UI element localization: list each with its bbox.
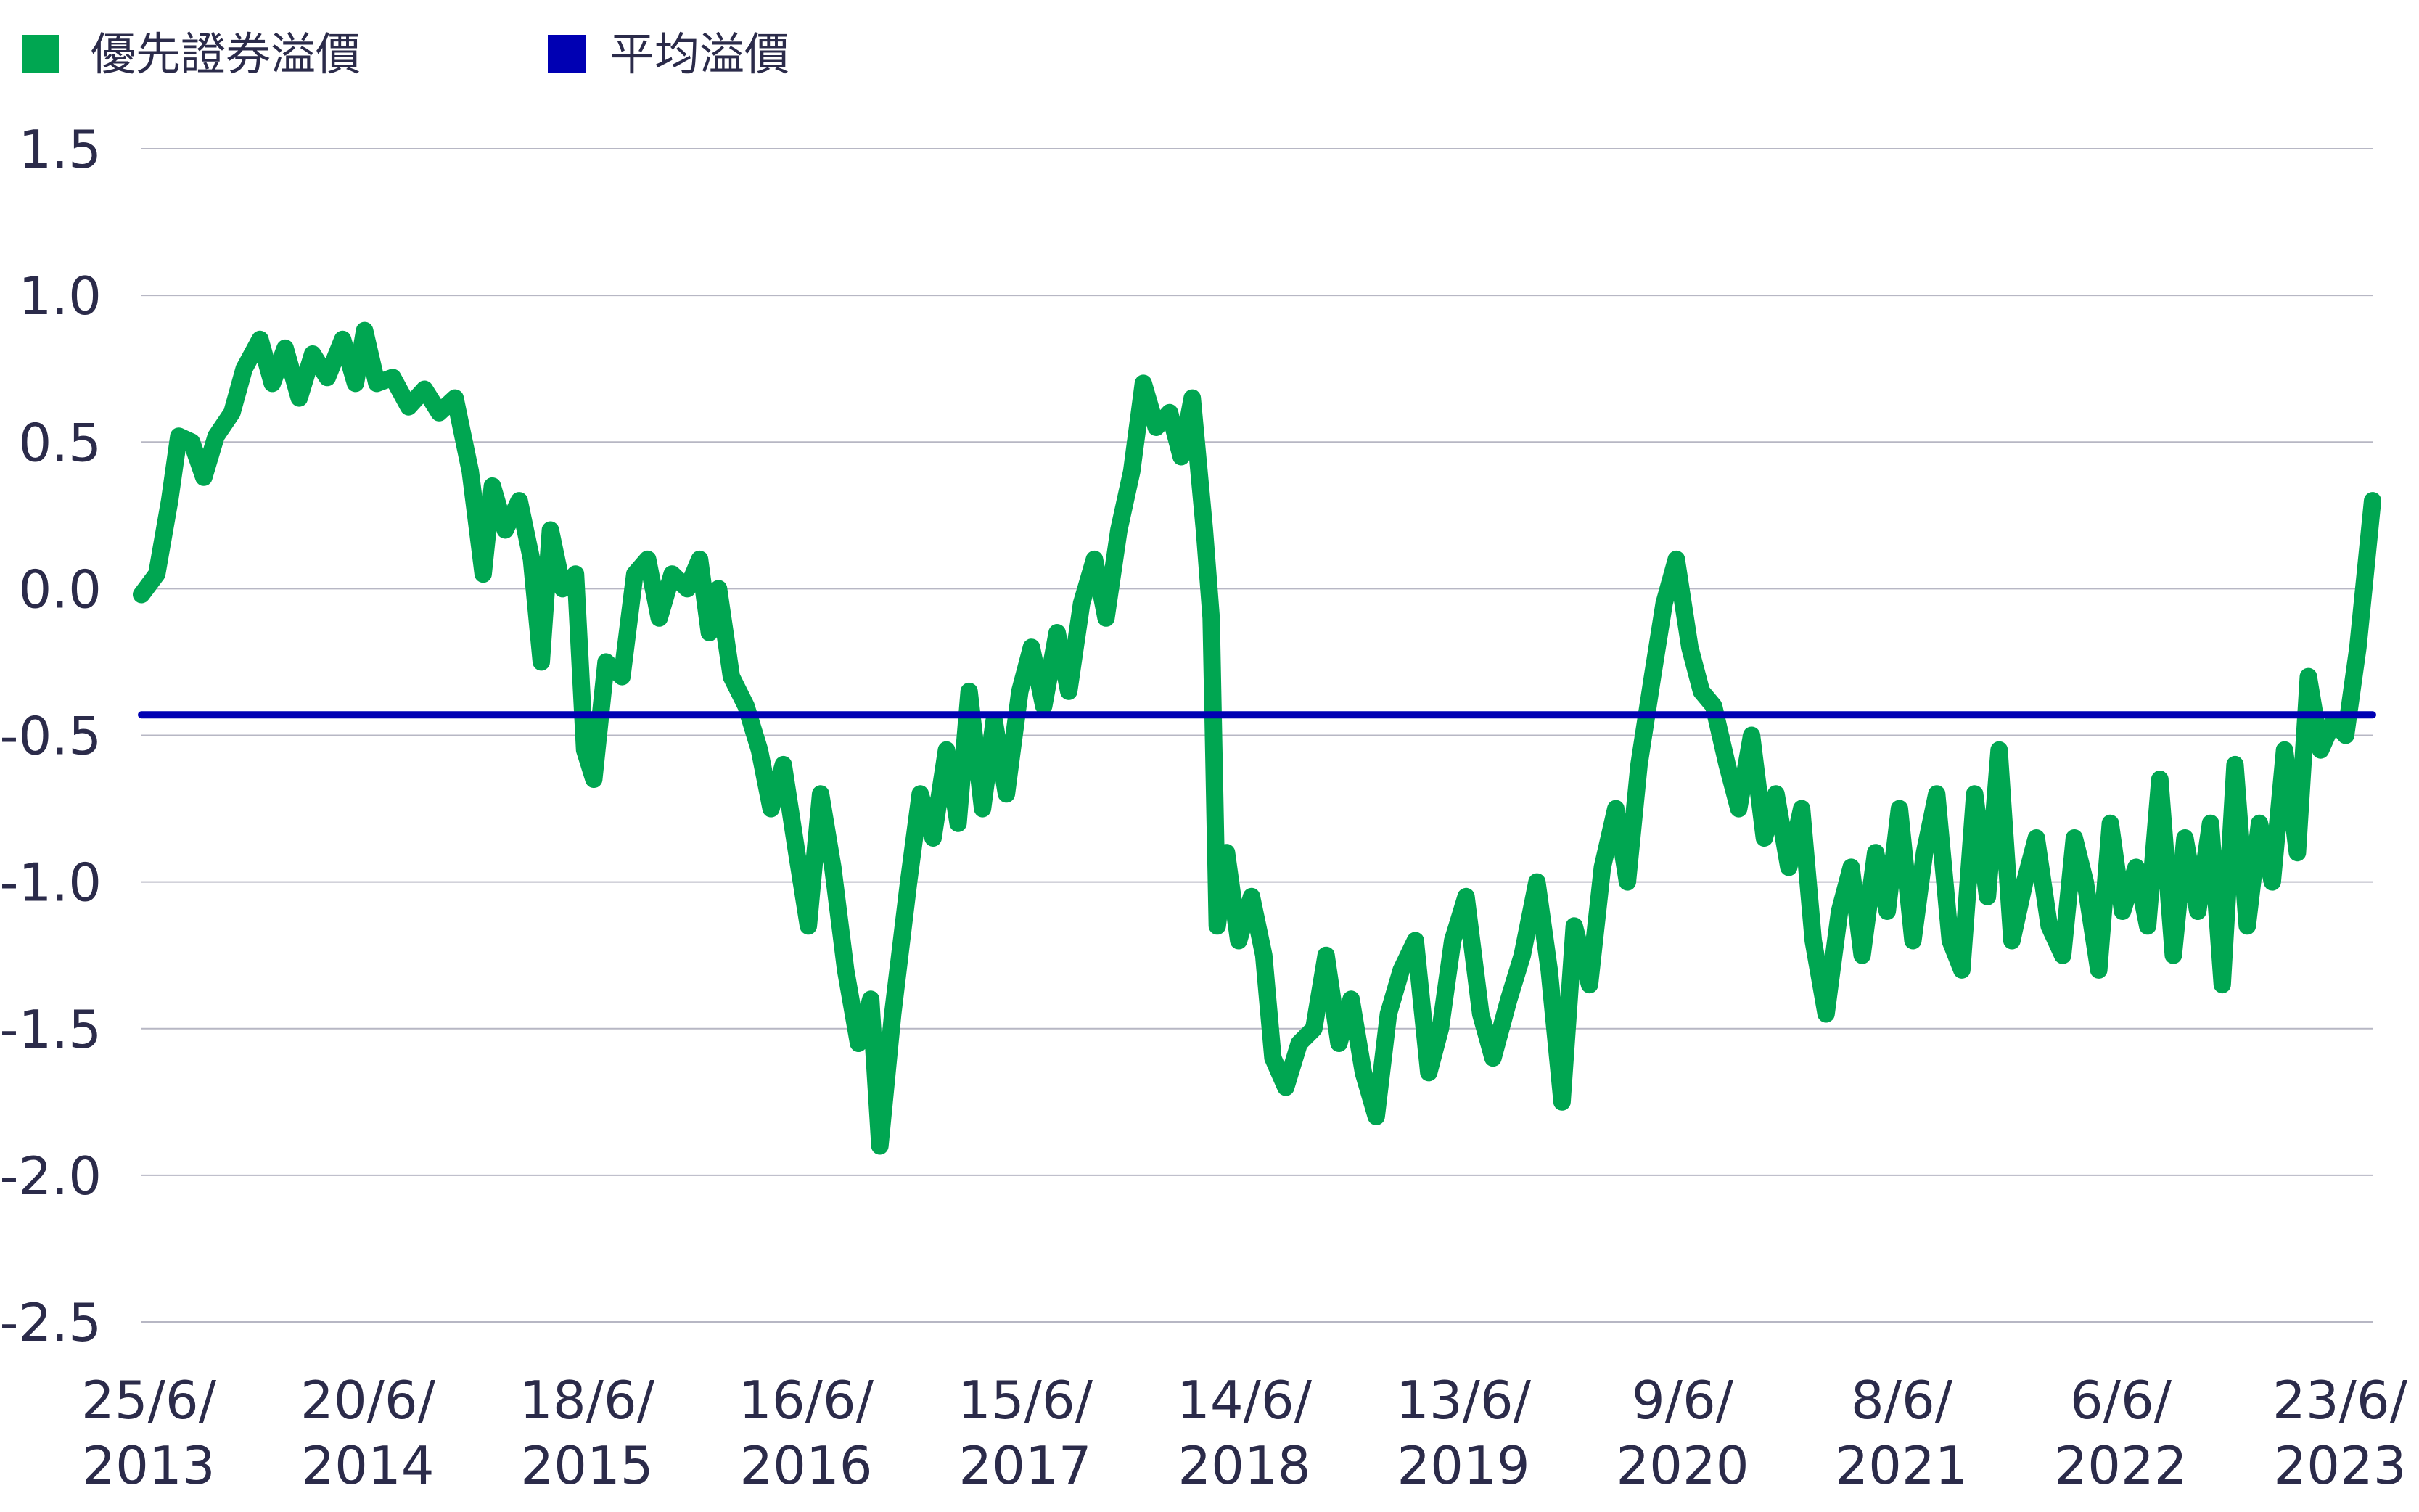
x-tick-label-day-month: 14/6/ xyxy=(1177,1370,1313,1431)
x-tick-label-day-month: 20/6/ xyxy=(300,1370,436,1431)
y-tick-label: -0.5 xyxy=(0,706,102,767)
x-tick-label: 20/6/2014 xyxy=(300,1370,436,1496)
x-tick-label-year: 2021 xyxy=(1835,1435,1968,1496)
y-tick-label: 0.5 xyxy=(18,412,102,473)
gridlines xyxy=(141,148,2373,1323)
x-tick-label: 16/6/2016 xyxy=(739,1370,874,1496)
x-axis-tick-labels: 25/6/2013 20/6/2014 18/6/2015 16/6/2016 15/6… xyxy=(81,1370,2408,1496)
y-tick-label: 0.0 xyxy=(18,559,102,620)
x-tick-label: 13/6/2019 xyxy=(1396,1370,1532,1496)
x-tick-label-year: 2018 xyxy=(1178,1435,1310,1496)
x-tick-label-day-month: 16/6/ xyxy=(739,1370,874,1431)
y-tick-label: -1.5 xyxy=(0,999,102,1060)
x-tick-label-day-month: 25/6/ xyxy=(81,1370,217,1431)
x-tick-label: 15/6/2017 xyxy=(958,1370,1093,1496)
legend-item-preferred-premium: 優先證券溢價 xyxy=(22,28,361,81)
x-tick-label: 9/6/2020 xyxy=(1616,1370,1749,1496)
x-tick-label-day-month: 23/6/ xyxy=(2272,1370,2408,1431)
x-tick-label: 8/6/2021 xyxy=(1835,1370,1968,1496)
y-tick-label: -1.0 xyxy=(0,852,102,913)
x-tick-label: 14/6/2018 xyxy=(1177,1370,1313,1496)
x-tick-label-day-month: 9/6/ xyxy=(1632,1370,1734,1431)
x-tick-label: 18/6/2015 xyxy=(519,1370,655,1496)
x-tick-label: 25/6/2013 xyxy=(81,1370,217,1496)
series-layer xyxy=(133,321,2381,1155)
x-tick-label-year: 2019 xyxy=(1397,1435,1529,1496)
x-tick-label: 23/6/2023 xyxy=(2272,1370,2408,1496)
x-tick-label-day-month: 18/6/ xyxy=(519,1370,655,1431)
x-tick-label-day-month: 8/6/ xyxy=(1851,1370,1953,1431)
y-tick-label: -2.0 xyxy=(0,1146,102,1207)
series-line-preferred-premium xyxy=(133,321,2381,1155)
legend: 優先證券溢價 平均溢價 xyxy=(22,28,789,81)
legend-item-average-premium: 平均溢價 xyxy=(548,28,789,81)
x-tick-label-day-month: 13/6/ xyxy=(1396,1370,1532,1431)
x-tick-label-year: 2023 xyxy=(2273,1435,2406,1496)
x-tick-label-day-month: 15/6/ xyxy=(958,1370,1093,1431)
x-tick-label-year: 2020 xyxy=(1616,1435,1749,1496)
y-tick-label: 1.5 xyxy=(18,119,102,180)
x-tick-label-year: 2016 xyxy=(739,1435,872,1496)
x-tick-label-year: 2013 xyxy=(82,1435,215,1496)
y-tick-label: 1.0 xyxy=(18,266,102,326)
legend-label-average-premium: 平均溢價 xyxy=(609,28,789,81)
x-tick-label-day-month: 6/6/ xyxy=(2070,1370,2172,1431)
x-tick-label-year: 2015 xyxy=(520,1435,653,1496)
legend-label-preferred-premium: 優先證券溢價 xyxy=(91,28,361,81)
legend-swatch-preferred-premium xyxy=(22,35,59,73)
x-tick-label-year: 2022 xyxy=(2054,1435,2187,1496)
x-tick-label-year: 2017 xyxy=(958,1435,1091,1496)
y-axis-tick-labels: 1.5 1.0 0.5 0.0 -0.5 -1.0 -1.5 -2.0 -2.5 xyxy=(0,119,102,1353)
legend-swatch-average-premium xyxy=(548,35,586,73)
x-tick-label: 6/6/2022 xyxy=(2054,1370,2187,1496)
x-tick-label-year: 2014 xyxy=(301,1435,434,1496)
y-tick-label: -2.5 xyxy=(0,1292,102,1353)
